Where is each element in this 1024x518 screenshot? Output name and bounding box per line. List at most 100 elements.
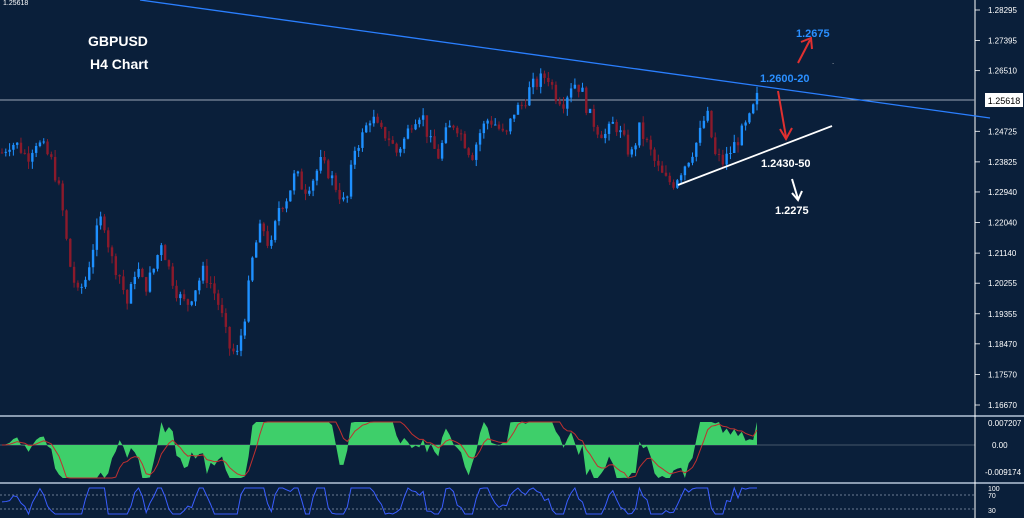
candle-bull [34, 145, 38, 153]
resistance-label: 1.2600-20 [760, 73, 810, 85]
candle-bull [698, 127, 702, 143]
candle-bear [577, 84, 580, 92]
candle-bull [42, 141, 45, 143]
candle-bear [281, 208, 284, 210]
candle-bear [657, 160, 660, 166]
candle-bear [668, 175, 671, 183]
candle-bull [31, 152, 34, 162]
candle-bull [239, 335, 243, 351]
candle-bull [95, 225, 99, 250]
candle-bear [217, 293, 220, 305]
candle-bear [76, 282, 80, 288]
candle-bear [623, 130, 626, 135]
candle-bull [748, 113, 751, 123]
candle-bull [160, 245, 163, 256]
price-axis-label: 1.17570 [988, 370, 1017, 379]
candle-bull [357, 147, 360, 151]
candle-bear [334, 175, 338, 190]
price-axis-label: 1.26510 [988, 67, 1017, 76]
candle-bear [323, 156, 326, 161]
candle-bull [691, 156, 694, 163]
candle-bull [448, 125, 451, 128]
candle-bear [425, 115, 429, 137]
candle-bear [304, 189, 307, 194]
candle-bear [520, 104, 523, 106]
rsi-tick-30: 30 [988, 508, 996, 515]
candle-bear [410, 128, 413, 130]
candle-bear [114, 256, 118, 276]
candle-bear [27, 153, 30, 162]
price-axis-label: 1.27395 [988, 37, 1017, 46]
candle-bull [8, 149, 11, 152]
candle-bear [69, 238, 72, 267]
candle-bull [372, 116, 376, 124]
osc-signal-line [1, 421, 758, 479]
candle-bear [171, 266, 174, 286]
candle-bull [319, 156, 322, 171]
candle-bear [592, 108, 596, 127]
candle-bear [0, 152, 4, 154]
candle-bear [23, 152, 26, 154]
candle-bull [353, 150, 357, 165]
price-axis-label: 1.23825 [988, 158, 1017, 167]
candle-bear [262, 223, 265, 232]
candle-bear [736, 142, 740, 146]
candle-bear [600, 134, 603, 139]
candle-bear [467, 148, 470, 156]
trendline-descending-resistance[interactable] [139, 0, 991, 119]
candle-bear [182, 294, 186, 300]
candle-bull [402, 138, 406, 149]
candle-bull [752, 104, 755, 114]
candle-bull [368, 123, 372, 126]
candle-bull [179, 294, 182, 299]
candle-bull [296, 171, 300, 174]
candle-bull [421, 115, 425, 120]
candle-bear [664, 172, 668, 176]
candle-bear [490, 120, 493, 125]
price-axis-label: 1.22940 [988, 188, 1017, 197]
candle-bear [672, 182, 675, 188]
candle-bull [133, 276, 136, 285]
candle-bull [80, 286, 83, 288]
candle-bear [433, 136, 436, 149]
candle-bull [531, 78, 535, 88]
candle-bear [19, 142, 23, 153]
candle-bull [729, 152, 732, 154]
candle-bull [744, 122, 747, 126]
candle-bear [660, 165, 664, 173]
candle-bear [380, 122, 383, 127]
candle-bull [88, 267, 91, 280]
rsi-panel: 100 70 30 [0, 486, 1000, 516]
arrow-up-red [797, 36, 813, 64]
candle-bear [163, 245, 167, 261]
candle-bull [679, 175, 683, 181]
candle-bull [406, 128, 410, 139]
candle-bull [619, 130, 622, 133]
candle-bull [311, 180, 315, 191]
candle-bull [12, 144, 15, 150]
candle-bear [72, 266, 76, 283]
candle-bear [53, 156, 57, 181]
candle-bull [289, 190, 292, 202]
candle-bear [110, 247, 114, 257]
candle-bear [107, 230, 110, 248]
candle-bear [118, 275, 121, 277]
candle-bull [695, 142, 698, 157]
trendline-ascending-support[interactable] [677, 125, 833, 186]
candle-bull [84, 279, 87, 287]
osc-histogram [2, 422, 757, 478]
current-price-box [985, 93, 1023, 107]
target-down-label: 1.2275 [775, 205, 809, 217]
candle-bear [224, 313, 228, 327]
candle-bull [588, 108, 592, 113]
osc-tick-zero: 0.00 [992, 441, 1008, 450]
osc-tick-top: 0.007207 [988, 419, 1022, 428]
osc-tick-bottom: -0.009174 [985, 468, 1022, 477]
candle-bull [607, 123, 611, 134]
candle-bear [175, 285, 178, 299]
candle-bull [604, 133, 607, 139]
candle-bear [710, 110, 713, 138]
candle-bear [167, 260, 171, 267]
candle-bull [440, 142, 444, 159]
candle-bear [46, 141, 49, 155]
